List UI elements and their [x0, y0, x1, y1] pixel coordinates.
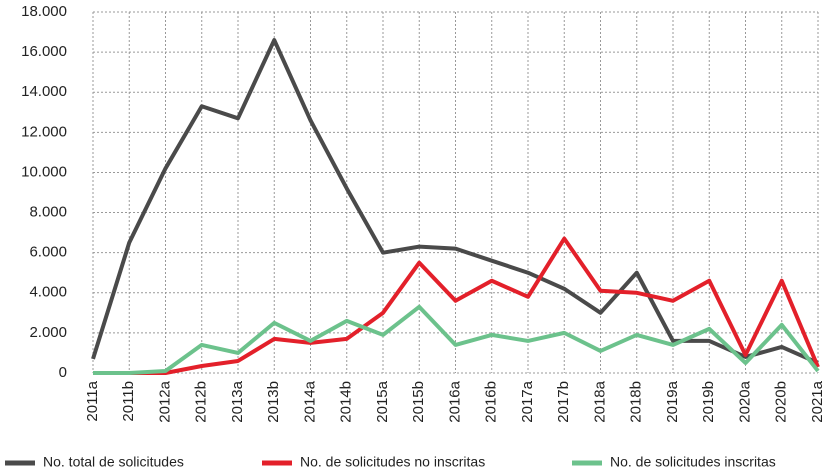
- legend-label: No. de solicitudes inscritas: [610, 454, 776, 470]
- y-tick-label: 2.000: [29, 324, 67, 341]
- x-tick-label: 2013a: [229, 380, 246, 422]
- x-tick-label: 2012b: [193, 381, 210, 423]
- x-tick-label: 2021a: [809, 380, 826, 422]
- y-tick-label: 8.000: [29, 204, 67, 221]
- x-tick-label: 2015a: [374, 380, 391, 422]
- x-tick-label: 2015b: [410, 381, 427, 423]
- y-tick-label: 12.000: [21, 123, 67, 140]
- x-tick-label: 2019a: [664, 380, 681, 422]
- y-tick-label: 16.000: [21, 43, 67, 60]
- y-tick-label: 10.000: [21, 163, 67, 180]
- legend-label: No. total de solicitudes: [43, 454, 184, 470]
- y-tick-label: 14.000: [21, 83, 67, 100]
- legend-label: No. de solicitudes no inscritas: [300, 454, 485, 470]
- x-tick-label: 2020b: [773, 381, 790, 423]
- x-tick-label: 2018a: [591, 380, 608, 422]
- x-tick-label: 2016b: [483, 381, 500, 423]
- x-tick-label: 2020a: [736, 380, 753, 422]
- y-tick-label: 18.000: [21, 3, 67, 20]
- x-tick-label: 2013b: [265, 381, 282, 423]
- x-tick-label: 2019b: [700, 381, 717, 423]
- x-tick-label: 2018b: [628, 381, 645, 423]
- y-tick-label: 4.000: [29, 284, 67, 301]
- y-tick-label: 0: [59, 364, 67, 381]
- x-tick-label: 2012a: [156, 380, 173, 422]
- x-tick-label: 2014b: [338, 381, 355, 423]
- line: [91, 38, 819, 365]
- x-tick-label: 2016a: [446, 380, 463, 422]
- line: [93, 304, 820, 375]
- x-tick-label: 2017a: [519, 380, 536, 422]
- x-tick-label: 2017b: [555, 381, 572, 423]
- x-tick-label: 2011b: [120, 381, 137, 422]
- y-tick-label: 6.000: [29, 244, 67, 261]
- x-tick-label: 2011a: [84, 380, 101, 421]
- x-tick-label: 2014a: [301, 380, 318, 422]
- line: [93, 236, 820, 375]
